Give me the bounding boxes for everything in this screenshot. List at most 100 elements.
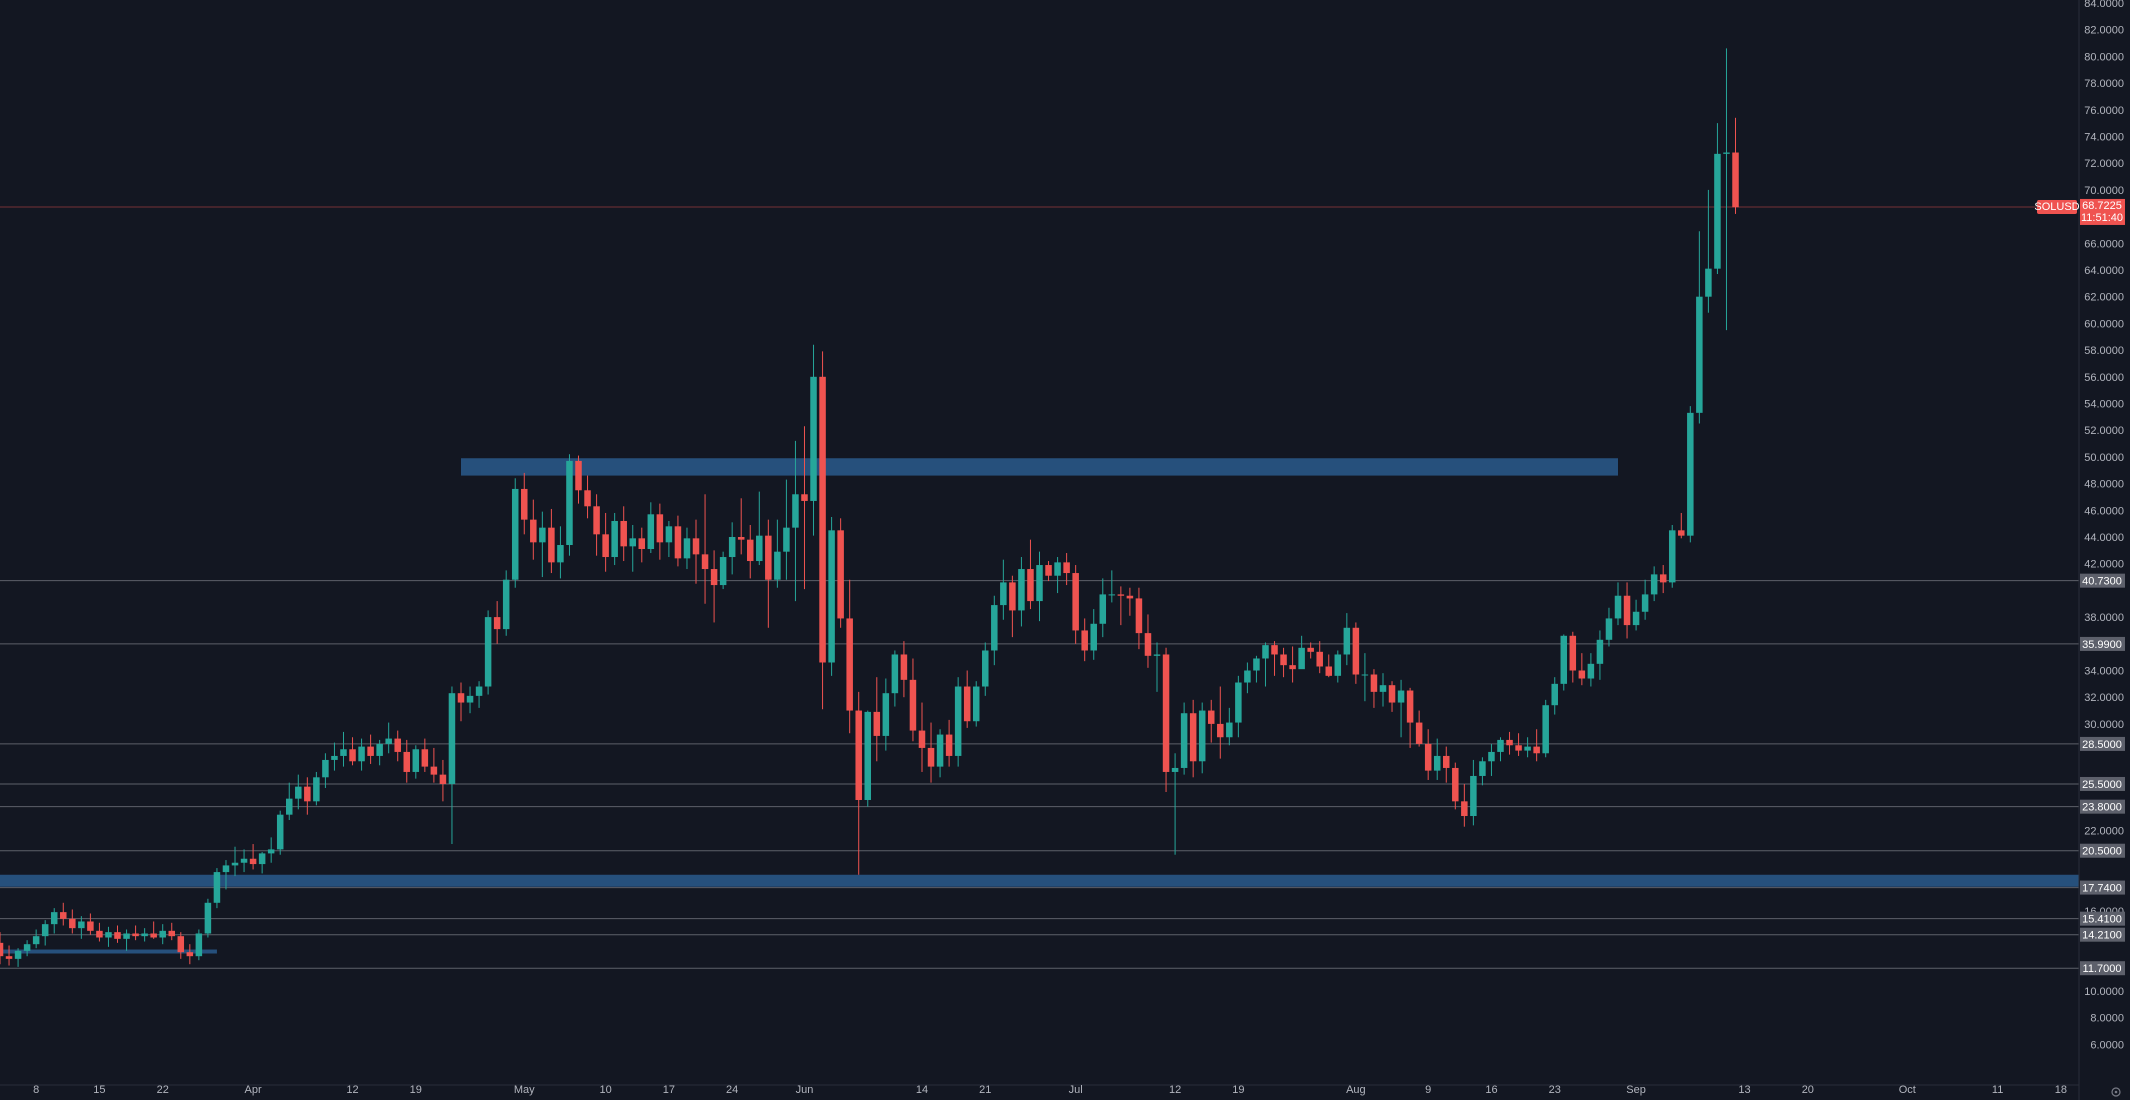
candle-up [936,729,944,778]
candle-down [1659,565,1667,594]
candle-up [1298,635,1305,670]
candle-body [1334,654,1342,676]
time-axis[interactable]: 8 15 22 Apr 12 19 May 10 17 24 Jun 14 21 Jul 12 19 Aug 9 1… [0,1084,2079,1096]
candle-body [918,730,926,748]
candle-body [593,506,600,535]
candle-down [1289,646,1296,683]
candle-body [231,862,239,866]
candle-up [1397,679,1405,738]
candle-down [548,508,555,574]
candle-body [1343,627,1351,655]
candle-body [322,759,329,778]
candle-body [683,538,691,559]
candle-body [1009,582,1016,611]
candle-body [105,932,112,938]
candle-down [1732,117,1739,214]
candle-up [774,519,781,588]
candle-down [430,747,438,783]
candle-body [1542,705,1549,754]
candle-body [1207,710,1215,724]
candle-up [466,686,474,714]
time-tick-label: Sep [1626,1084,1646,1096]
candle-up [1262,642,1269,687]
price-tick-label: 46.0000 [2084,505,2124,517]
time-tick-label: 12 [1169,1084,1181,1096]
candle-body [114,932,121,939]
candle-body [186,952,194,957]
candle-down [530,499,537,560]
candle-body [1560,635,1568,684]
candle-body [32,936,40,945]
candle-body [1099,594,1107,624]
candle-body [1027,569,1034,602]
candle-body [258,853,266,865]
candle-down [1280,647,1287,678]
candle-up [1244,662,1251,694]
level-badge-label: 20.5000 [2082,846,2122,858]
zone-box [0,949,217,954]
candle-body [575,460,582,491]
candle-down [1678,512,1685,539]
price-tick-label: 8.0000 [2090,1013,2124,1025]
level-badge-label: 15.4100 [2082,914,2122,926]
candle-down [394,730,401,762]
candle-body [1235,682,1242,723]
candle-body [1714,153,1721,269]
candle-down [593,494,600,556]
candle-down [1578,653,1586,686]
candle-up [313,771,320,806]
candle-body [1488,751,1495,762]
candle-down [1144,614,1152,668]
candle-down [1370,669,1378,708]
candle-body [728,537,736,558]
candle-up [123,929,130,951]
candle-body [1596,639,1604,664]
support-resistance-zones [0,458,2079,954]
candle-down [765,519,772,628]
candle-body [1162,654,1170,772]
candle-down [1217,686,1224,759]
settings-icon[interactable] [2111,1087,2121,1097]
candle-up [1596,630,1604,680]
candle-up [358,738,365,771]
candle-down [1623,582,1631,639]
candle-down [602,512,609,572]
candle-down [1072,565,1079,644]
candle-down [114,925,121,943]
candle-body [647,514,655,550]
candle-up [756,491,763,566]
candle-body [1650,574,1658,595]
candle-body [213,872,221,903]
candle-body [123,933,130,939]
candle-up [1226,707,1233,746]
candle-down [918,702,926,772]
candle-body [240,858,248,863]
price-axis[interactable]: 84.0000 82.0000 80.0000 78.0000 76.0000 74.00… [2078,0,2125,1100]
candle-body [168,930,175,937]
candle-down [403,739,411,783]
candle-down [1063,553,1070,586]
candle-body [1587,663,1595,679]
level-badge [2080,911,2125,926]
candle-up [539,511,546,578]
candle-down [1352,622,1360,684]
candle-up [475,681,483,708]
candle-up [882,678,890,751]
candle-body [276,814,284,850]
candle-body [502,579,510,630]
candle-body [1090,623,1097,651]
candle-body [710,569,718,586]
price-tick-label: 78.0000 [2084,78,2124,90]
candle-body [692,538,700,555]
candle-up [1343,613,1351,666]
candle-up [195,929,203,961]
candle-down [575,455,582,504]
candle-down [1415,710,1423,747]
candle-body [963,686,971,722]
candle-down [909,658,917,742]
candle-up [285,782,293,821]
candle-body [475,686,483,696]
candle-up [1090,609,1097,660]
candle-down [1307,642,1314,659]
